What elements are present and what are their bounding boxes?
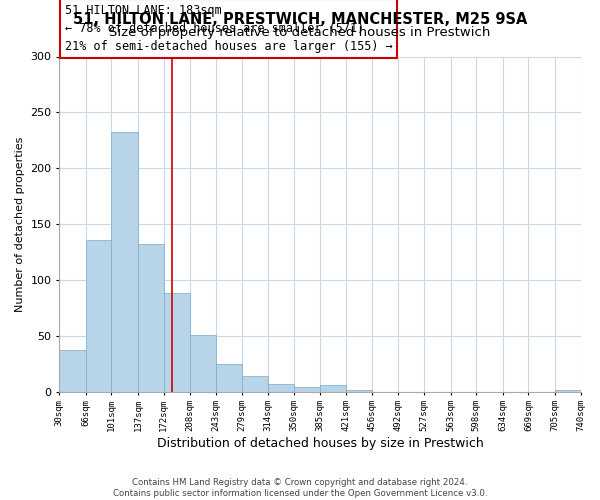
Bar — [59, 350, 86, 392]
Text: Size of property relative to detached houses in Prestwich: Size of property relative to detached ho… — [109, 26, 491, 39]
Text: 51 HILTON LANE: 183sqm
← 78% of detached houses are smaller (571)
21% of semi-de: 51 HILTON LANE: 183sqm ← 78% of detached… — [65, 4, 392, 53]
Bar — [215, 364, 242, 392]
Text: 51, HILTON LANE, PRESTWICH, MANCHESTER, M25 9SA: 51, HILTON LANE, PRESTWICH, MANCHESTER, … — [73, 12, 527, 28]
Bar — [320, 385, 346, 392]
Bar — [190, 334, 215, 392]
Bar — [346, 390, 372, 392]
Bar — [164, 294, 190, 392]
Bar — [242, 376, 268, 392]
Bar — [268, 384, 294, 392]
Bar — [86, 240, 112, 392]
Bar — [138, 244, 164, 392]
Bar — [112, 132, 138, 392]
Bar — [294, 387, 320, 392]
Text: Contains HM Land Registry data © Crown copyright and database right 2024.
Contai: Contains HM Land Registry data © Crown c… — [113, 478, 487, 498]
Y-axis label: Number of detached properties: Number of detached properties — [15, 136, 25, 312]
Bar — [555, 390, 581, 392]
X-axis label: Distribution of detached houses by size in Prestwich: Distribution of detached houses by size … — [157, 437, 483, 450]
